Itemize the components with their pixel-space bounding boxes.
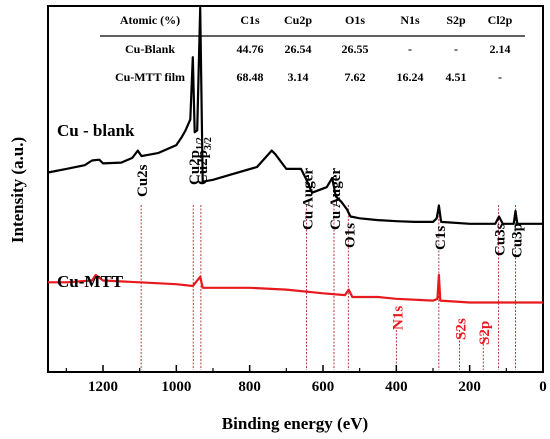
table-cell: Cu-MTT film	[115, 70, 185, 84]
y-axis-label: Intensity (a.u.)	[8, 137, 27, 243]
peak-label: Cu Auger	[328, 168, 344, 230]
x-tick-label: 1200	[88, 379, 118, 395]
table-header-cell: Cl2p	[488, 13, 513, 27]
table-cell: 16.24	[397, 70, 424, 84]
table-cell: -	[454, 42, 458, 56]
peak-label: Cu3s	[493, 223, 509, 256]
table-cell: 3.14	[288, 70, 309, 84]
series-label-cu-blank: Cu - blank	[57, 121, 135, 140]
peak-label: Cu Auger	[301, 168, 317, 230]
table-cell: -	[498, 70, 502, 84]
x-tick-label: 400	[385, 379, 408, 395]
table-header-cell: O1s	[345, 13, 365, 27]
table-cell: Cu-Blank	[125, 42, 175, 56]
peak-label: N1s	[390, 306, 406, 330]
table-cell: 2.14	[490, 42, 511, 56]
series-line-cu-mtt	[48, 273, 543, 304]
x-tick-label: 600	[312, 379, 335, 395]
atomic-table: Atomic (%) C1s Cu2p O1s N1s S2p Cl2p Cu-Blank 44…	[100, 13, 525, 84]
peak-label: C1s	[433, 226, 449, 250]
table-header-cell: Cu2p	[284, 13, 312, 27]
table-cell: 68.48	[237, 70, 264, 84]
x-axis-label: Binding energy (eV)	[222, 414, 368, 433]
x-tick-label: 0	[539, 379, 547, 395]
x-tick-label: 1000	[161, 379, 191, 395]
table-cell: 44.76	[237, 42, 264, 56]
x-tick-label: 200	[458, 379, 481, 395]
table-cell: 26.55	[342, 42, 369, 56]
table-cell: 4.51	[446, 70, 467, 84]
series-line-cu-blank	[47, 6, 543, 225]
x-tick-label: 800	[238, 379, 261, 395]
table-cell: 26.54	[285, 42, 312, 56]
peak-label: S2p	[477, 321, 493, 345]
plot-frame	[47, 5, 544, 373]
table-cell: -	[408, 42, 412, 56]
peak-label: Cu3p	[510, 223, 526, 258]
series-label-cu-mtt: Cu-MTT	[57, 272, 124, 291]
peak-label: S2s	[453, 318, 469, 340]
table-cell: 7.62	[345, 70, 366, 84]
peak-label-subscript: 1/2	[195, 137, 206, 150]
plot-border	[47, 5, 544, 373]
table-header-cell: C1s	[240, 13, 260, 27]
peak-label: Cu2s	[135, 164, 151, 197]
table-header-cell: S2p	[446, 13, 466, 27]
peak-label: O1s	[342, 223, 358, 248]
series-lines	[47, 6, 543, 304]
x-axis: 1200 1000 800 600 400 200 0	[65, 365, 547, 395]
peak-label-subscript: 3/2	[203, 137, 214, 150]
table-header-cell: N1s	[400, 13, 420, 27]
table-header-cell: Atomic (%)	[120, 13, 180, 27]
